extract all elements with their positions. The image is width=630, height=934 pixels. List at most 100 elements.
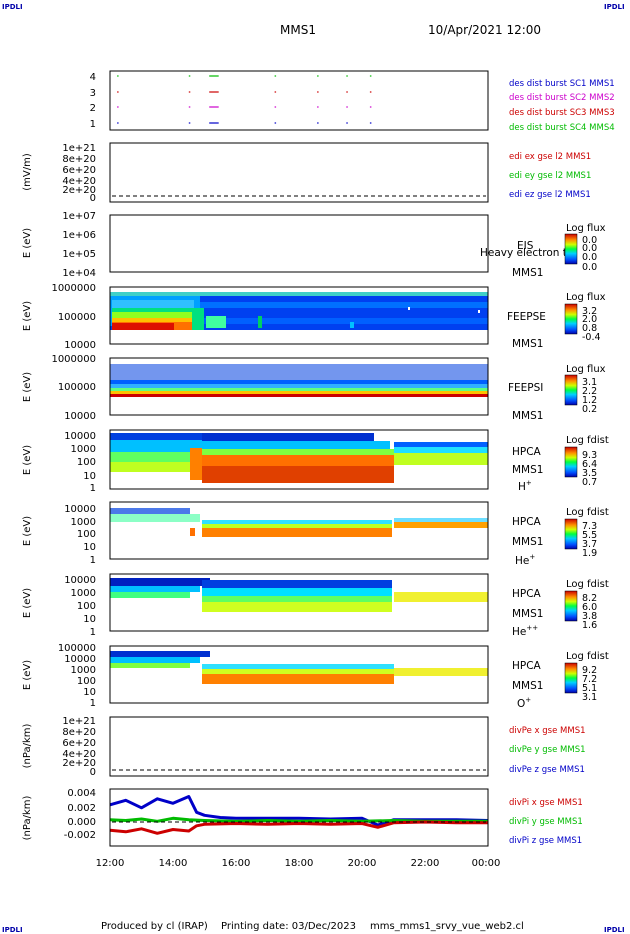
divpi-ylabel: (nPa/km)	[22, 796, 33, 841]
hpca-hepp-cbar-v0: 8.2	[582, 593, 597, 604]
feepsi-cbar-v1: 2.2	[582, 386, 597, 397]
hpca-o-colorbar	[564, 662, 578, 694]
panel-feepsi: 1000000 100000 10000 E (eV) FEEPSI MMS1 …	[22, 354, 606, 422]
hpca-hepp-ytick-1e3: 1000	[71, 588, 96, 599]
hpca-h-cbar-v0: 9.3	[582, 450, 597, 461]
xtick-0000: 00:00	[472, 858, 501, 869]
feepse-cbar-title: Log flux	[566, 292, 606, 303]
header-date: 10/Apr/2021 12:00	[428, 23, 541, 37]
divpe-legend-x: divPe x gse MMS1	[509, 726, 586, 736]
feepse-spectrogram	[110, 292, 488, 330]
hpca-o-ytick-1e1: 10	[83, 687, 96, 698]
hpca-h-ytick-1: 1	[90, 483, 96, 494]
hpca-hepp-ytick-1e2: 100	[77, 601, 96, 612]
hpca-o-cbar-title: Log fdist	[566, 651, 609, 662]
hpca-hepp-species: He++	[512, 624, 538, 638]
corner-label-bottom-left: IPDLI	[2, 926, 23, 934]
edi-ytick-1e21: 1e+21	[62, 143, 96, 154]
feepse-cbar-v0: 3.2	[582, 306, 597, 317]
eis-ytick-1e5: 1e+05	[62, 249, 96, 260]
divpe-ytick-8e20: 8e+20	[62, 727, 96, 738]
panel-eis-frame	[109, 214, 489, 273]
eis-side-spacecraft: MMS1	[512, 267, 543, 279]
hpca-he-cbar-title: Log fdist	[566, 507, 609, 518]
hpca-h-cbar-v2: 3.5	[582, 468, 597, 479]
panel-hpca-o-frame	[109, 645, 489, 704]
hpca-h-cbar-v3: 0.7	[582, 477, 597, 488]
feepse-cbar-v1: 2.0	[582, 314, 597, 325]
edi-legend-ez: edi ez gse l2 MMS1	[509, 190, 591, 200]
feepsi-colorbar	[564, 374, 578, 406]
edi-ytick-2e20: 2e+20	[62, 185, 96, 196]
hpca-o-side-instrument: HPCA	[512, 660, 542, 672]
divpe-ytick-6e20: 6e+20	[62, 738, 96, 749]
hpca-o-ytick-1e3: 1000	[71, 665, 96, 676]
hpca-h-species: H+	[518, 479, 532, 493]
feepse-ylabel: E (eV)	[22, 301, 33, 331]
edi-ytick-0: 0	[90, 193, 96, 204]
divpe-ytick-4e20: 4e+20	[62, 749, 96, 760]
feepsi-ytick-1e4: 10000	[64, 411, 96, 422]
eis-cbar-v2: 0.0	[582, 252, 597, 263]
eis-cbar-v0: 0.0	[582, 235, 597, 246]
feepse-side-spacecraft: MMS1	[512, 338, 543, 350]
divpe-ytick-0: 0	[90, 767, 96, 778]
panel-hpca-hepp-frame	[109, 573, 489, 632]
corner-label-top-right: IPDLI	[604, 3, 625, 11]
eis-side-instrument: EIS	[517, 240, 534, 252]
hpca-h-side-instrument: HPCA	[512, 446, 542, 458]
hpca-hepp-ytick-1e4: 10000	[64, 575, 96, 586]
panel-eis: 1e+07 1e+06 1e+05 1e+04 E (eV) EIS MMS1 …	[22, 211, 606, 279]
feepse-colorbar	[564, 303, 578, 335]
xtick-1400: 14:00	[159, 858, 188, 869]
hpca-hepp-cbar-v3: 1.6	[582, 620, 597, 631]
hpca-hepp-ylabel: E (eV)	[22, 588, 33, 618]
hpca-o-ylabel: E (eV)	[22, 660, 33, 690]
hpca-h-ylabel: E (eV)	[22, 445, 33, 475]
panel-edi: 1e+21 8e+20 6e+20 4e+20 2e+20 0 (mV/m) e…	[22, 142, 591, 204]
burst-ytick-2: 2	[90, 103, 96, 114]
footer-script-name: mms_mms1_srvy_vue_web2.cl	[370, 921, 524, 932]
edi-legend-ey: edi ey gse l2 MMS1	[509, 171, 591, 181]
hpca-o-cbar-v3: 3.1	[582, 692, 597, 703]
hpca-o-species: O+	[517, 696, 531, 710]
panel-hpca-hepp: 10000 1000 100 10 1 E (eV) HPCA MMS1 He+…	[22, 573, 609, 638]
hpca-he-cbar-v0: 7.3	[582, 521, 597, 532]
hpca-hepp-cbar-v2: 3.8	[582, 611, 597, 622]
hpca-he-ytick-1e3: 1000	[71, 517, 96, 528]
divpe-legend-y: divPe y gse MMS1	[509, 745, 586, 755]
footer-printing-date: Printing date: 03/Dec/2023	[221, 921, 356, 932]
divpe-ytick-1e21: 1e+21	[62, 716, 96, 727]
feepsi-cbar-v3: 0.2	[582, 404, 597, 415]
x-axis: 12:00 14:00 16:00 18:00 20:00 22:00 00:0…	[96, 858, 501, 869]
feepsi-cbar-v2: 1.2	[582, 395, 597, 406]
hpca-he-cbar-v3: 1.9	[582, 548, 597, 559]
feepse-ytick-1e5: 100000	[58, 312, 96, 323]
hpca-o-spectrogram	[110, 651, 488, 684]
panel-feepse: 1000000 100000 10000 E (eV) FEEPSE MMS1 …	[22, 283, 606, 351]
edi-ytick-6e20: 6e+20	[62, 165, 96, 176]
divpi-ytick-0000: 0.000	[67, 817, 96, 828]
divpe-legend-z: divPe z gse MMS1	[509, 765, 585, 775]
feepse-cbar-v2: 0.8	[582, 323, 597, 334]
hpca-hepp-ytick-1: 1	[90, 627, 96, 638]
divpi-legend-y: divPi y gse MMS1	[509, 817, 583, 827]
hpca-h-ytick-1e2: 100	[77, 457, 96, 468]
hpca-hepp-colorbar	[564, 590, 578, 622]
panel-hpca-h-frame	[109, 429, 489, 490]
feepsi-spectrogram	[110, 364, 488, 397]
hpca-h-cbar-v1: 6.4	[582, 459, 597, 470]
panel-hpca-h: 10000 1000 100 10 1 E (eV) HPCA MMS1 H+ …	[22, 429, 609, 494]
burst-legend-sc2: des dist burst SC2 MMS2	[509, 93, 615, 103]
hpca-he-ytick-1: 1	[90, 555, 96, 566]
corner-label-top-left: IPDLI	[2, 3, 23, 11]
feepse-ytick-1e6: 1000000	[51, 283, 96, 294]
burst-ytick-1: 1	[90, 119, 96, 130]
hpca-o-cbar-v2: 5.1	[582, 683, 597, 694]
panel-divpi: 0.004 0.002 0.000 -0.002 (nPa/km) divPi …	[22, 788, 583, 847]
eis-cbar-v3: 0.0	[582, 262, 597, 273]
footer-producer: Produced by cl (IRAP)	[101, 921, 208, 932]
panel-divpi-frame	[109, 788, 489, 847]
eis-ylabel: E (eV)	[22, 228, 33, 258]
